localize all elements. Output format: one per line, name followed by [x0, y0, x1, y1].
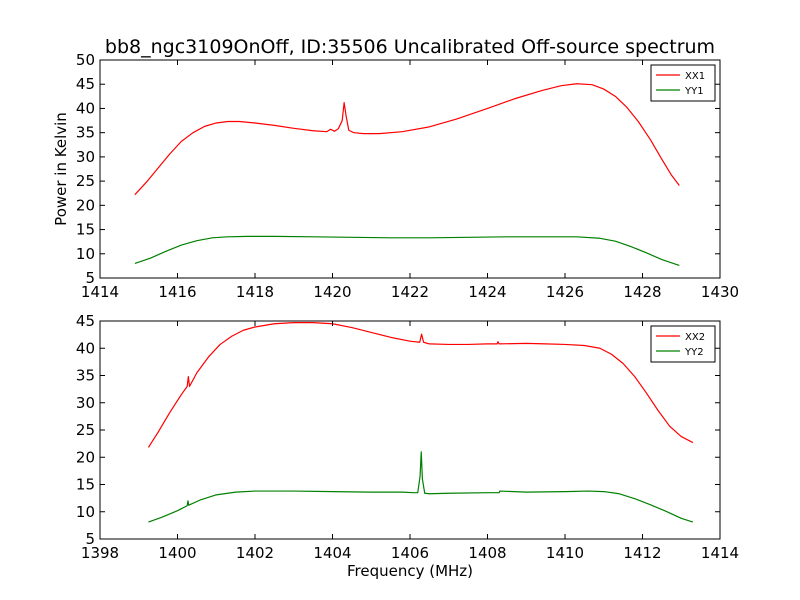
x-tick-label: 1430 — [701, 283, 739, 301]
x-tick-label: 1416 — [158, 283, 196, 301]
x-tick-label: 1418 — [236, 283, 274, 301]
y-tick-label: 5 — [85, 530, 95, 548]
x-tick-label: 1426 — [546, 283, 584, 301]
y-tick-label: 5 — [85, 269, 95, 287]
x-tick-label: 1406 — [391, 544, 429, 562]
x-tick-label: 1424 — [468, 283, 506, 301]
y-tick-label: 45 — [76, 75, 95, 93]
x-tick-label: 1402 — [236, 544, 274, 562]
y-axis-label: Power in Kelvin — [52, 112, 70, 226]
top-subplot: 1414 1416 1418 1420 1422 1424 1426 1428 1430 5 10 1… — [52, 51, 739, 301]
legend-label-yy2: YY2 — [684, 347, 704, 358]
y-tick-label: 40 — [76, 339, 95, 357]
y-tick-label: 25 — [76, 172, 95, 190]
x-tick-label: 1404 — [313, 544, 351, 562]
y-tick-label: 10 — [76, 245, 95, 263]
series-line-xx2 — [147, 322, 694, 448]
x-tick-label: 1420 — [313, 283, 351, 301]
x-tick-label: 1414 — [81, 283, 119, 301]
legend-label-yy1: YY1 — [684, 86, 704, 97]
y-tick-label: 10 — [76, 503, 95, 521]
y-tick-label: 15 — [76, 476, 95, 494]
y-tick-label: 40 — [76, 99, 95, 117]
x-axis-label: Frequency (MHz) — [347, 562, 473, 580]
y-tick-label: 30 — [76, 148, 95, 166]
legend-box — [650, 64, 716, 102]
legend-label-xx1: XX1 — [685, 71, 705, 82]
legend-label-xx2: XX2 — [685, 332, 705, 343]
series-line-yy1 — [134, 235, 680, 266]
y-tick-label: 15 — [76, 221, 95, 239]
x-tick-label: 1408 — [468, 544, 506, 562]
y-tick-label: 25 — [76, 421, 95, 439]
y-tick-label: 30 — [76, 394, 95, 412]
legend-box — [650, 325, 716, 363]
y-tick-label: 20 — [76, 196, 95, 214]
series-line-xx1 — [134, 83, 680, 196]
x-tick-label: 1428 — [623, 283, 661, 301]
x-tick-label: 1412 — [623, 544, 661, 562]
bottom-subplot: 1398 1400 1402 1404 1406 1408 1410 1412 1414 5 10 1… — [76, 312, 739, 580]
y-tick-label: 45 — [76, 312, 95, 330]
x-tick-label: 1410 — [546, 544, 584, 562]
x-tick-label: 1414 — [701, 544, 739, 562]
y-tick-label: 35 — [76, 124, 95, 142]
x-tick-label: 1422 — [391, 283, 429, 301]
chart-title: bb8_ngc3109OnOff, ID:35506 Uncalibrated … — [105, 36, 715, 58]
series-line-yy2 — [148, 451, 694, 523]
y-tick-label: 35 — [76, 367, 95, 385]
x-tick-label: 1398 — [81, 544, 119, 562]
y-tick-label: 20 — [76, 448, 95, 466]
y-tick-label: 50 — [76, 51, 95, 69]
x-tick-label: 1400 — [158, 544, 196, 562]
